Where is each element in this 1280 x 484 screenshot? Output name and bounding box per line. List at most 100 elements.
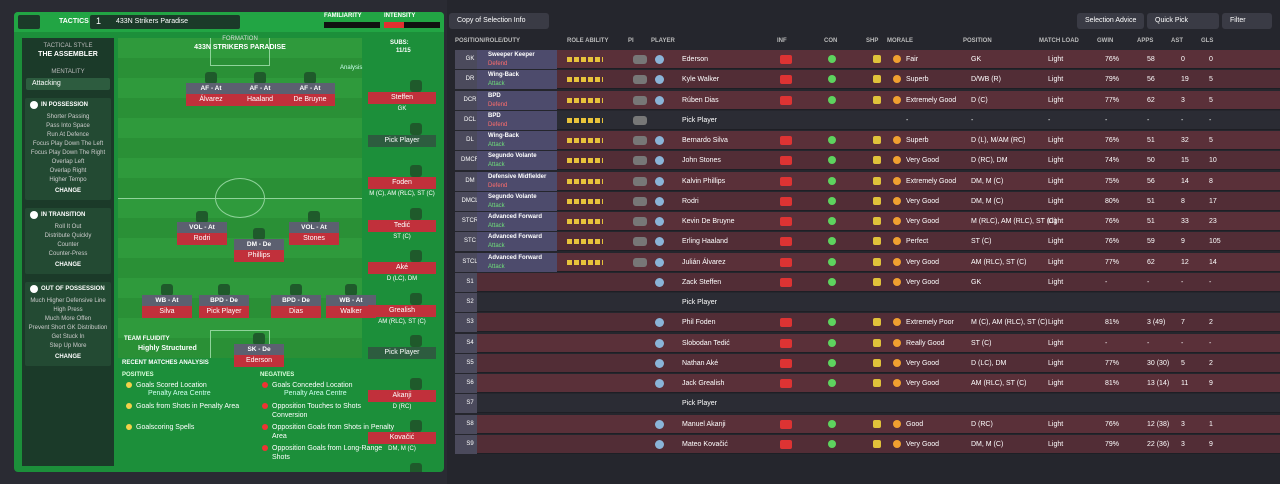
player-name[interactable]: Phil Foden bbox=[682, 319, 716, 327]
load: Light bbox=[1048, 440, 1064, 448]
player-name[interactable]: Rúben Dias bbox=[682, 96, 719, 104]
quick-pick[interactable]: Quick Pick bbox=[1147, 13, 1219, 29]
table-row[interactable]: DCR BPD Defend Rúben Dias Extremely Good D (C… bbox=[455, 90, 1280, 110]
player-name[interactable]: Ederson bbox=[234, 355, 284, 367]
column-header[interactable]: POSITION bbox=[963, 38, 992, 44]
sub-name[interactable]: Foden bbox=[368, 177, 436, 189]
column-header[interactable]: APPS bbox=[1137, 38, 1154, 44]
table-row[interactable]: DMCR Segundo Volante Attack John Stones Very… bbox=[455, 151, 1280, 171]
position: D (C) bbox=[971, 96, 988, 104]
gwin: 80% bbox=[1105, 197, 1120, 205]
player-name[interactable]: Haaland bbox=[235, 94, 285, 106]
table-row[interactable]: GK Sweeper Keeper Defend Ederson Fair GK Light… bbox=[455, 50, 1280, 69]
column-header[interactable]: GLS bbox=[1201, 38, 1214, 44]
sub-position: DM, M (C) bbox=[388, 446, 416, 452]
player-name[interactable]: Pick Player bbox=[682, 299, 718, 307]
column-header[interactable]: POSITION/ROLE/DUTY bbox=[455, 38, 521, 44]
column-header[interactable]: PI bbox=[628, 38, 634, 44]
add-button[interactable] bbox=[209, 15, 225, 29]
change-button[interactable]: CHANGE bbox=[54, 188, 81, 194]
gls: 10 bbox=[1209, 157, 1217, 165]
sub-name[interactable]: Grealish bbox=[368, 304, 436, 317]
player-name[interactable]: Pick Player bbox=[199, 306, 249, 318]
morale: Extremely Good bbox=[906, 96, 957, 104]
player-name[interactable]: Erling Haaland bbox=[682, 238, 728, 246]
player-name[interactable]: Dias bbox=[271, 306, 321, 318]
player-name[interactable]: Kevin De Bruyne bbox=[682, 218, 735, 226]
player-name[interactable]: Ederson bbox=[682, 56, 709, 63]
back-button[interactable] bbox=[18, 15, 40, 29]
player-name[interactable]: Rodri bbox=[177, 233, 227, 245]
table-row[interactable]: STCR Advanced Forward Attack Kevin De Bruyn… bbox=[455, 212, 1280, 232]
filter[interactable]: Filter bbox=[1222, 13, 1272, 29]
apps: 51 bbox=[1147, 197, 1155, 205]
player-role: AF - At bbox=[186, 83, 236, 94]
familiarity: FAMILIARITY bbox=[324, 13, 362, 19]
player-name[interactable]: Zack Steffen bbox=[682, 278, 722, 286]
column-header[interactable]: SHP bbox=[866, 38, 879, 44]
player-name[interactable]: John Stones bbox=[682, 157, 721, 165]
table-row[interactable]: S7 Pick Player bbox=[455, 394, 1280, 414]
pos-cell bbox=[455, 434, 477, 454]
advice-button[interactable]: Selection Advice bbox=[1077, 13, 1145, 29]
table-row[interactable]: DM Defensive Midfielder Defend Kalvin Phill… bbox=[455, 171, 1280, 191]
table-row[interactable]: S5 Nathan Aké Very Good D (LC), DM Light 77% 3… bbox=[455, 353, 1280, 373]
table-row[interactable]: S1 Zack Steffen Very Good GK Light - - - - bbox=[455, 272, 1280, 292]
change-button[interactable]: CHANGE bbox=[54, 262, 81, 268]
player-name[interactable]: Pick Player bbox=[682, 400, 718, 408]
table-row[interactable]: S9 Mateo Kovačić Very Good DM, M (C) Light 79… bbox=[455, 434, 1280, 454]
player-name[interactable]: Nathan Aké bbox=[682, 359, 719, 367]
table-row[interactable]: S4 Slobodan Tedić Really Good ST (C) Light - -… bbox=[455, 333, 1280, 353]
column-header[interactable]: MATCH LOAD bbox=[1039, 38, 1079, 44]
table-row[interactable]: STC Advanced Forward Attack Erling Haaland P… bbox=[455, 232, 1280, 252]
view-select[interactable]: Copy of Selection Info bbox=[449, 13, 549, 29]
table-row[interactable]: STCL Advanced Forward Attack Julián Álvarez… bbox=[455, 252, 1280, 272]
player-role: DM - De bbox=[234, 239, 284, 250]
mentality[interactable]: Attacking bbox=[26, 78, 110, 90]
column-header[interactable]: MORALE bbox=[887, 38, 913, 44]
table-row[interactable]: S3 Phil Foden Extremely Poor M (C), AM (RLC… bbox=[455, 313, 1280, 333]
role: Sweeper Keeper bbox=[488, 52, 535, 58]
sub-name[interactable]: Tedić bbox=[368, 219, 436, 232]
column-header[interactable]: CON bbox=[824, 38, 838, 44]
table-row[interactable]: DR Wing-Back Attack Kyle Walker Superb D/WB (… bbox=[455, 70, 1280, 90]
sub-name[interactable]: Aké bbox=[368, 262, 436, 274]
player-name[interactable]: Walker bbox=[326, 306, 376, 318]
column-header[interactable]: AST bbox=[1171, 38, 1183, 44]
table-row[interactable]: DMCL Segundo Volante Attack Rodri Very Good D… bbox=[455, 191, 1280, 211]
column-header[interactable]: PLAYER bbox=[651, 38, 675, 44]
player-name[interactable]: De Bruyne bbox=[285, 94, 335, 106]
player-name[interactable]: Phillips bbox=[234, 250, 284, 262]
column-header[interactable]: INF bbox=[777, 38, 787, 44]
analysis-toggle[interactable]: Analysis bbox=[340, 65, 363, 71]
player-name[interactable]: Stones bbox=[289, 233, 339, 245]
sub-name[interactable]: Steffen bbox=[368, 92, 436, 104]
player-name[interactable]: Kalvin Phillips bbox=[682, 177, 726, 185]
position: DM, M (C) bbox=[971, 197, 1004, 205]
table-row[interactable]: S2 Pick Player bbox=[455, 293, 1280, 313]
tactic-select[interactable] bbox=[90, 15, 240, 29]
table-row[interactable]: DCL BPD Defend Pick Player - - - - - - - bbox=[455, 110, 1280, 130]
player-name[interactable]: Pick Player bbox=[682, 116, 718, 124]
player-name[interactable]: Slobodan Tedić bbox=[682, 339, 730, 347]
table-row[interactable]: S6 Jack Grealish Very Good AM (RLC), ST (C)… bbox=[455, 374, 1280, 394]
player-name[interactable]: Jack Grealish bbox=[682, 380, 725, 388]
player-name[interactable]: Mateo Kovačić bbox=[682, 440, 728, 448]
sub-name[interactable]: Pick Player bbox=[368, 134, 436, 147]
player-name[interactable]: Álvarez bbox=[186, 94, 236, 106]
column-header[interactable]: ROLE ABILITY bbox=[567, 38, 609, 44]
player-name[interactable]: Manuel Akanji bbox=[682, 420, 726, 428]
sub-name[interactable]: Pick Player bbox=[368, 347, 436, 359]
table-row[interactable]: S8 Manuel Akanji Good D (RC) Light 76% 12 (38)… bbox=[455, 414, 1280, 434]
player-name[interactable]: Rodri bbox=[682, 197, 699, 205]
column-header[interactable]: GWIN bbox=[1097, 38, 1114, 44]
sub-name[interactable]: Kovačić bbox=[368, 432, 436, 444]
table-row[interactable]: DL Wing-Back Attack Bernardo Silva Superb D (… bbox=[455, 131, 1280, 151]
player-name[interactable]: Bernardo Silva bbox=[682, 137, 728, 145]
role-ability bbox=[567, 117, 603, 123]
player-name[interactable]: Julián Álvarez bbox=[682, 258, 726, 266]
player-name[interactable]: Silva bbox=[142, 306, 192, 318]
player-name[interactable]: Kyle Walker bbox=[682, 76, 720, 84]
change-button[interactable]: CHANGE bbox=[54, 354, 81, 360]
sub-name[interactable]: Akanji bbox=[368, 389, 436, 402]
